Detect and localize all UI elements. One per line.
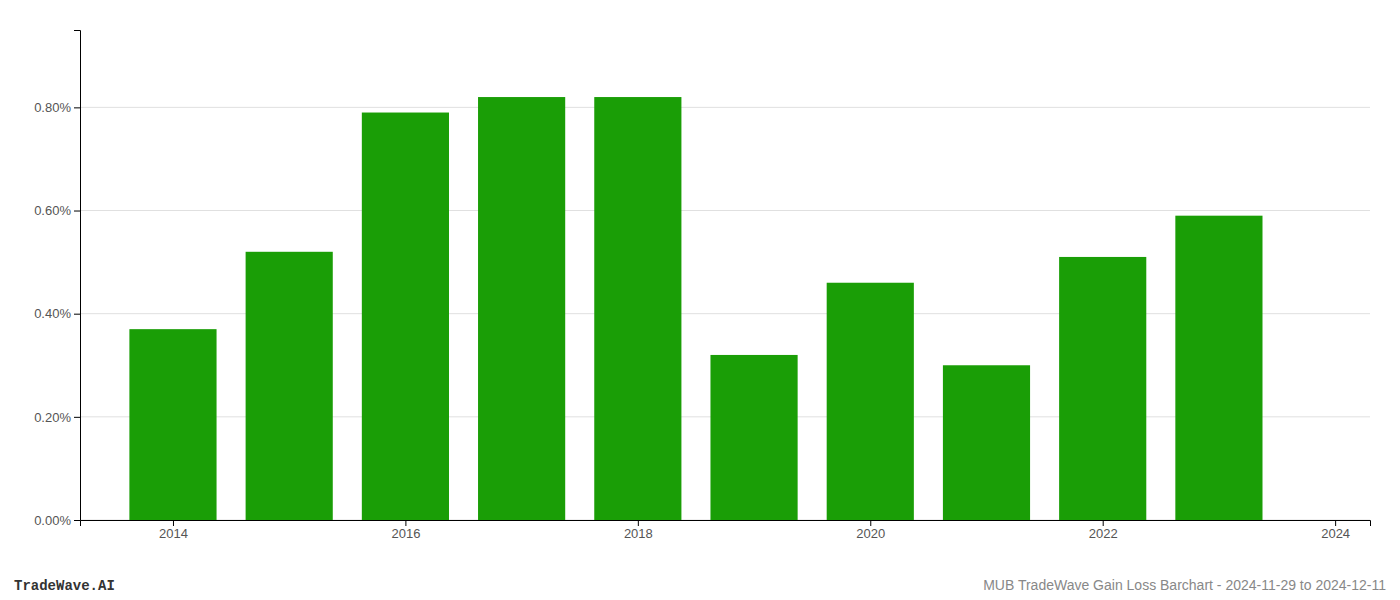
grid-line — [80, 210, 1370, 211]
x-tick-mark — [1335, 520, 1336, 526]
x-tick: 2018 — [624, 520, 653, 541]
y-tick: 0.00% — [34, 513, 80, 528]
x-tick: 2016 — [391, 520, 420, 541]
y-tick-mark — [74, 107, 80, 108]
y-tick-label: 0.00% — [34, 513, 71, 528]
x-tick: 2024 — [1321, 520, 1350, 541]
bar — [827, 283, 914, 520]
x-tick: 2022 — [1089, 520, 1118, 541]
bar — [129, 329, 216, 520]
bar — [1059, 257, 1146, 520]
x-tick-label: 2018 — [624, 526, 653, 541]
bar — [943, 365, 1030, 520]
x-tick-label: 2022 — [1089, 526, 1118, 541]
bar — [478, 97, 565, 520]
bars — [129, 97, 1262, 520]
x-tick-label: 2020 — [856, 526, 885, 541]
bar — [594, 97, 681, 520]
y-tick: 0.40% — [34, 306, 80, 321]
bar — [710, 355, 797, 520]
x-tick: 2014 — [159, 520, 188, 541]
bar — [362, 113, 449, 520]
x-tick-mark — [870, 520, 871, 526]
x-tick-label: 2024 — [1321, 526, 1350, 541]
grid — [80, 107, 1370, 520]
chart-svg: 2014201620182020202220240.00%0.20%0.40%0… — [0, 0, 1400, 600]
bar — [246, 252, 333, 520]
y-tick-label: 0.40% — [34, 306, 71, 321]
y-tick: 0.20% — [34, 410, 80, 425]
y-tick-label: 0.60% — [34, 203, 71, 218]
x-tick-mark — [638, 520, 639, 526]
footer-left: TradeWave.AI — [14, 578, 115, 594]
chart-container: 2014201620182020202220240.00%0.20%0.40%0… — [0, 0, 1400, 600]
y-tick-mark — [74, 520, 80, 521]
y-tick-label: 0.20% — [34, 410, 71, 425]
footer-right: MUB TradeWave Gain Loss Barchart - 2024-… — [983, 577, 1386, 593]
x-axis-line — [81, 521, 1371, 527]
y-axis: 0.00% 0.20% 0.40% 0.60% 0.80% — [34, 31, 80, 528]
x-tick: 2020 — [856, 520, 885, 541]
grid-line — [80, 107, 1370, 108]
y-axis-line — [74, 31, 81, 521]
x-tick-mark — [1103, 520, 1104, 526]
y-tick: 0.80% — [34, 100, 80, 115]
y-tick-label: 0.80% — [34, 100, 71, 115]
x-tick-label: 2014 — [159, 526, 188, 541]
x-tick-mark — [173, 520, 174, 526]
y-tick-mark — [74, 417, 80, 418]
y-tick-mark — [74, 211, 80, 212]
bar — [1175, 216, 1262, 520]
x-tick-mark — [405, 520, 406, 526]
y-tick: 0.60% — [34, 203, 80, 218]
x-axis: 2014 2016 2018 2020 2022 2024 — [81, 520, 1371, 541]
plot-area: 2014201620182020202220240.00%0.20%0.40%0… — [34, 31, 1370, 542]
x-tick-label: 2016 — [391, 526, 420, 541]
y-tick-mark — [74, 314, 80, 315]
